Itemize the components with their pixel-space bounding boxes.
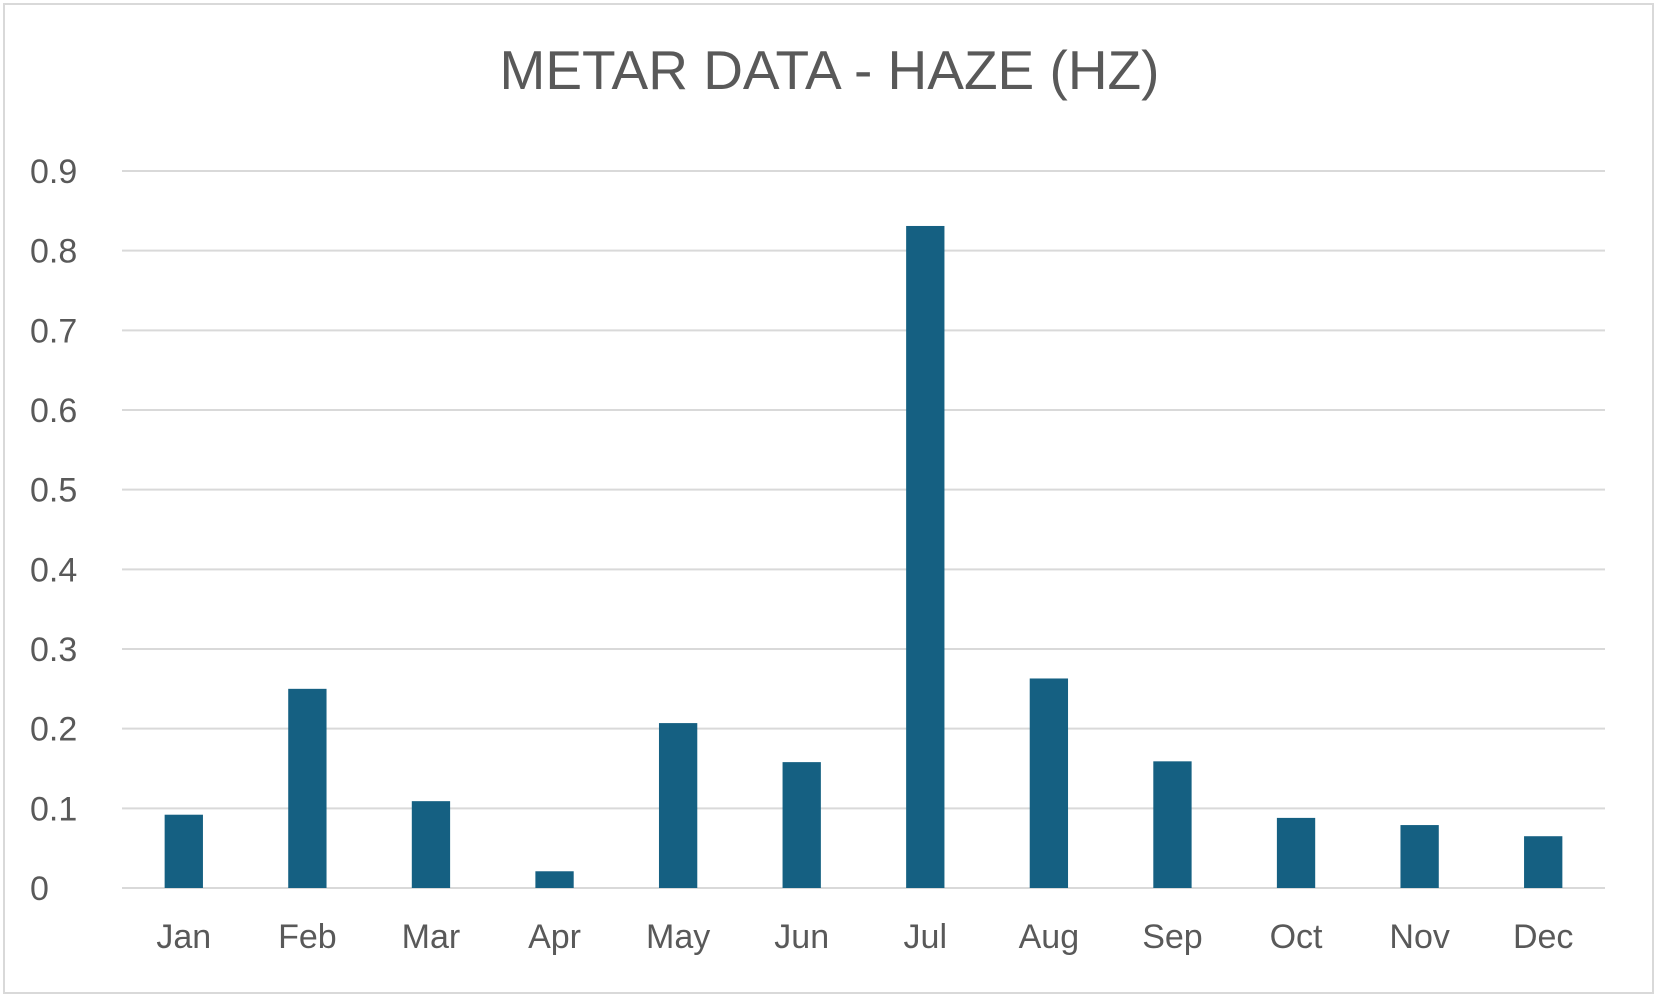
x-tick-label-may: May — [646, 918, 710, 956]
bar-may — [658, 723, 698, 888]
bar-aug — [1029, 678, 1069, 888]
x-axis-tick-labels: Jan Feb Mar Apr May Jun Jul Aug Sep Oct Nov Dec — [156, 918, 1573, 956]
chart-title: METAR DATA - HAZE (HZ) — [499, 39, 1160, 101]
x-tick-label-mar: Mar — [402, 918, 461, 956]
chart-frame — [3, 3, 1654, 994]
y-tick-label: 0.4 — [30, 551, 77, 589]
y-tick-label: 0.3 — [30, 631, 77, 669]
gridlines — [122, 170, 1605, 889]
x-tick-label-feb: Feb — [278, 918, 337, 956]
y-axis-tick-labels: 0 0.1 0.2 0.3 0.4 0.5 0.6 0.7 0.8 0.9 — [30, 153, 77, 908]
bar-nov — [1400, 825, 1439, 888]
y-tick-label: 0.2 — [30, 711, 77, 749]
x-tick-label-aug: Aug — [1019, 918, 1080, 956]
x-tick-label-dec: Dec — [1513, 918, 1573, 956]
x-tick-label-nov: Nov — [1389, 918, 1449, 956]
bar-jun — [782, 762, 821, 888]
y-tick-label: 0 — [30, 870, 49, 908]
x-tick-label-apr: Apr — [528, 918, 581, 956]
x-tick-label-jul: Jul — [904, 918, 947, 956]
y-tick-label: 0.5 — [30, 472, 77, 510]
bar-mar — [411, 801, 451, 888]
bar-sep — [1153, 761, 1192, 888]
x-tick-label-jun: Jun — [774, 918, 829, 956]
bar-oct — [1276, 817, 1316, 888]
y-tick-label: 0.9 — [30, 153, 77, 191]
y-tick-label: 0.7 — [30, 312, 77, 350]
y-tick-label: 0.1 — [30, 790, 77, 828]
bars — [164, 225, 1563, 889]
y-tick-label: 0.6 — [30, 392, 77, 430]
x-tick-label-oct: Oct — [1270, 918, 1323, 956]
bar-feb — [288, 688, 327, 888]
bar-dec — [1524, 836, 1563, 888]
y-tick-label: 0.8 — [30, 233, 77, 271]
x-tick-label-sep: Sep — [1142, 918, 1203, 956]
bar-jul — [906, 225, 945, 889]
x-tick-label-jan: Jan — [156, 918, 211, 956]
bar-apr — [535, 871, 574, 888]
bar-jan — [164, 814, 203, 888]
